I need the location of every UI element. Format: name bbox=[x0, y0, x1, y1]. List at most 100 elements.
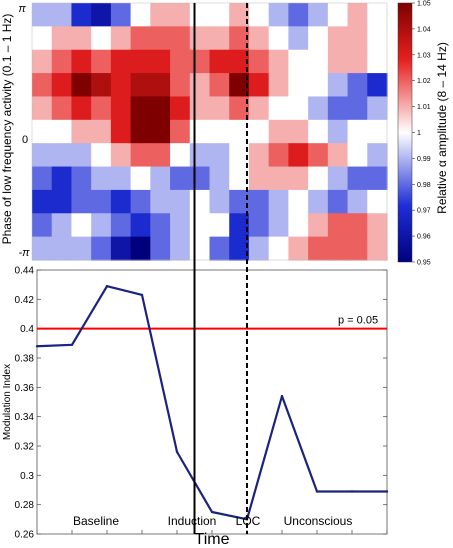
heatmap-cell bbox=[229, 3, 250, 27]
heatmap-cell bbox=[209, 213, 230, 238]
heatmap-cell bbox=[32, 49, 53, 74]
heatmap-cell bbox=[367, 3, 388, 27]
heatmap-cell bbox=[347, 26, 368, 51]
colorbar-tick-label: 0.98 bbox=[417, 182, 431, 189]
line-y-tick-label: 0.28 bbox=[15, 500, 35, 511]
heatmap-cell bbox=[209, 49, 230, 74]
heatmap-cell bbox=[150, 119, 171, 144]
heatmap-cell bbox=[268, 213, 289, 238]
heatmap-cell bbox=[51, 236, 73, 261]
line-y-axis-label: Modulation Index bbox=[2, 364, 13, 440]
period-label-unconscious: Unconscious bbox=[284, 514, 353, 528]
heatmap-cell bbox=[347, 143, 368, 168]
heatmap-cell bbox=[248, 166, 270, 191]
heatmap-cell bbox=[288, 3, 309, 27]
heatmap-cell bbox=[91, 49, 112, 74]
heatmap-cell bbox=[229, 236, 250, 261]
heatmap-cell bbox=[248, 213, 270, 238]
line-plot-frame bbox=[36, 269, 388, 535]
line-point bbox=[175, 450, 179, 454]
heatmap-cell bbox=[229, 166, 250, 191]
heatmap-cell bbox=[308, 189, 329, 214]
colorbar-ticks: 1.05 1.04 1.03 1.02 1.01 1 0.99 0.98 0.97 0.96 0.9… bbox=[412, 1, 431, 267]
heatmap-cell bbox=[91, 236, 112, 261]
heatmap-cell bbox=[308, 119, 329, 144]
heatmap-cell bbox=[229, 26, 250, 51]
line-y-tick-label: 0.26 bbox=[15, 530, 35, 541]
heatmap-cell bbox=[308, 213, 329, 238]
heatmap-cell bbox=[71, 166, 92, 191]
heatmap-cell bbox=[189, 143, 211, 168]
heatmap-cell bbox=[71, 3, 92, 27]
heatmap-cell bbox=[130, 189, 151, 214]
heatmap-cell bbox=[248, 96, 270, 121]
period-label-baseline: Baseline bbox=[73, 514, 119, 528]
heatmap-cell bbox=[308, 49, 329, 74]
line-point bbox=[105, 284, 109, 288]
colorbar-label: Relative α amplitude (8 – 14 Hz) bbox=[435, 42, 449, 214]
heatmap-cell bbox=[308, 143, 329, 168]
heatmap-cell bbox=[209, 166, 230, 191]
colorbar-tick-label: 0.99 bbox=[417, 156, 431, 163]
heatmap-cell bbox=[189, 26, 211, 51]
heatmap-panel: π 0 -π Phase of low frequency activity (… bbox=[0, 2, 388, 261]
heatmap-cell bbox=[189, 119, 211, 144]
heatmap-cell bbox=[32, 3, 53, 27]
heatmap-cell bbox=[229, 96, 250, 121]
heatmap-cell bbox=[189, 49, 211, 74]
heatmap-cell bbox=[51, 143, 73, 168]
threshold-label: p = 0.05 bbox=[338, 315, 378, 327]
heatmap-cell bbox=[32, 96, 53, 121]
y-tick-zero: 0 bbox=[22, 134, 28, 146]
colorbar-tick-label: 1.01 bbox=[417, 104, 431, 111]
heatmap-cell bbox=[170, 143, 191, 168]
heatmap-cell bbox=[51, 189, 73, 214]
heatmap-cell bbox=[130, 236, 151, 261]
heatmap-cell bbox=[209, 189, 230, 214]
heatmap-cell bbox=[288, 96, 309, 121]
heatmap-cell bbox=[110, 213, 132, 238]
heatmap-cell bbox=[51, 213, 73, 238]
heatmap-cell bbox=[288, 236, 309, 261]
heatmap-cell bbox=[91, 119, 112, 144]
heatmap-cell bbox=[51, 49, 73, 74]
heatmap-frame bbox=[31, 2, 388, 261]
heatmap-cell bbox=[32, 143, 53, 168]
heatmap-cell bbox=[170, 73, 191, 98]
heatmap-cell bbox=[150, 213, 171, 238]
heatmap-cell bbox=[327, 166, 349, 191]
y-tick-minus-pi: -π bbox=[18, 247, 30, 259]
line-point bbox=[140, 293, 144, 297]
heatmap-cell bbox=[170, 213, 191, 238]
heatmap-cell bbox=[327, 49, 349, 74]
heatmap-cell bbox=[248, 73, 270, 98]
heatmap-cell bbox=[170, 236, 191, 261]
heatmap-cell bbox=[327, 236, 349, 261]
heatmap-cell bbox=[248, 3, 270, 27]
heatmap-cell bbox=[347, 189, 368, 214]
heatmap-cell bbox=[347, 166, 368, 191]
heatmap-cell bbox=[189, 189, 211, 214]
heatmap-cell bbox=[150, 143, 171, 168]
heatmap-cell bbox=[209, 96, 230, 121]
heatmap-cell bbox=[367, 189, 388, 214]
heatmap-cell bbox=[130, 3, 151, 27]
heatmap-cell bbox=[110, 189, 132, 214]
heatmap-cell bbox=[367, 96, 388, 121]
heatmap-cell bbox=[110, 3, 132, 27]
heatmap-cell bbox=[248, 26, 270, 51]
heatmap-cell bbox=[51, 73, 73, 98]
colorbar-tick-label: 1.04 bbox=[417, 26, 431, 33]
heatmap-cell bbox=[268, 119, 289, 144]
heatmap-cell bbox=[150, 26, 171, 51]
heatmap-cell bbox=[71, 73, 92, 98]
heatmap-cell bbox=[229, 119, 250, 144]
heatmap-cell bbox=[110, 73, 132, 98]
heatmap-cell bbox=[110, 166, 132, 191]
heatmap-cell bbox=[189, 73, 211, 98]
heatmap-cell bbox=[32, 166, 53, 191]
heatmap-cell bbox=[308, 26, 329, 51]
heatmap-cell bbox=[308, 96, 329, 121]
heatmap-cell bbox=[367, 26, 388, 51]
heatmap-cell bbox=[327, 3, 349, 27]
